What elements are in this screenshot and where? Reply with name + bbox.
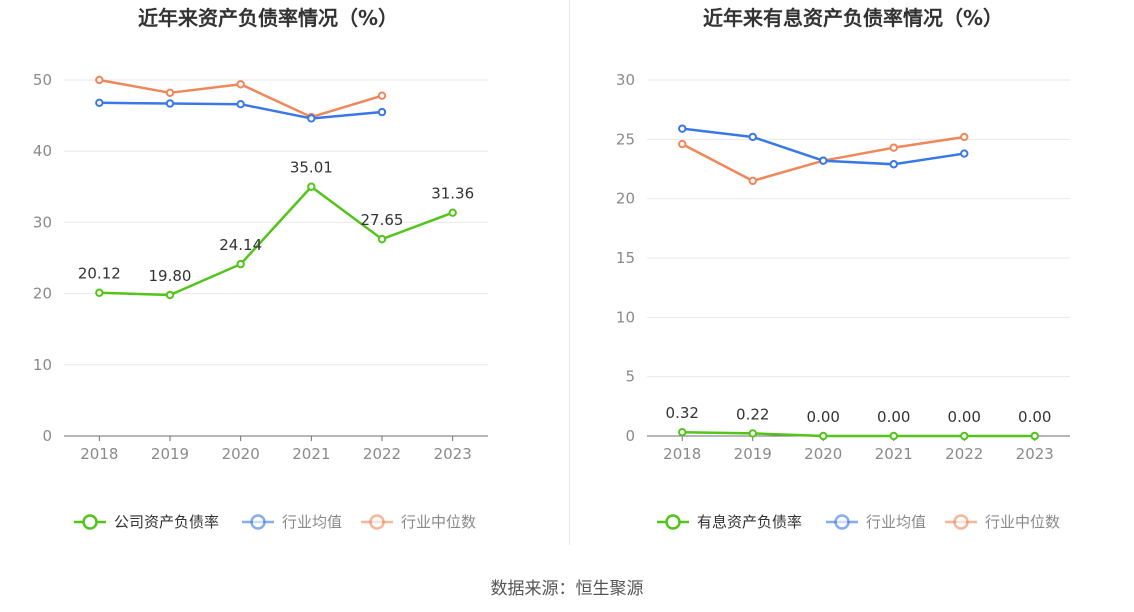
left-legend-label: 公司资产负债率 <box>114 513 219 531</box>
right-series-1-point[interactable] <box>748 132 757 142</box>
right-y-tick-label: 0 <box>625 427 635 445</box>
left-y-tick-label: 30 <box>33 213 52 231</box>
left-series-2-point[interactable] <box>236 80 245 89</box>
right-legend-item-2[interactable]: 行业中位数 <box>945 513 1060 531</box>
right-series-1-point[interactable] <box>889 160 898 169</box>
left-legend-label: 行业中位数 <box>401 513 476 531</box>
right-series-0-point[interactable] <box>678 428 687 437</box>
right-x-tick-label: 2019 <box>734 445 772 463</box>
left-series-0-point[interactable] <box>236 259 245 269</box>
right-series-0-point[interactable] <box>960 431 969 441</box>
left-series-0-point[interactable] <box>377 234 387 244</box>
right-legend-label: 行业中位数 <box>985 513 1060 531</box>
right-data-label: 0.22 <box>736 405 769 423</box>
right-series-line-0 <box>682 430 1035 438</box>
panel-divider <box>569 0 570 545</box>
right-y-tick-label: 25 <box>616 130 635 148</box>
left-data-label: 19.80 <box>149 267 192 285</box>
right-series-1-point[interactable] <box>819 156 828 165</box>
chart-left-svg: 近年来资产负债率情况（%） 0 10 20 30 40 50 2018 2019 2020 2021… <box>33 6 488 531</box>
left-series-2-point[interactable] <box>95 75 104 85</box>
right-series-0-point[interactable] <box>889 431 898 441</box>
right-series-2-point[interactable] <box>748 176 757 186</box>
right-data-label: 0.00 <box>877 408 910 426</box>
right-y-tick-label: 5 <box>625 368 635 386</box>
left-legend-item-2[interactable]: 行业中位数 <box>361 513 476 531</box>
right-data-label: 0.00 <box>807 408 840 426</box>
left-data-label: 24.14 <box>219 236 262 254</box>
left-data-label: 27.65 <box>361 211 404 229</box>
left-series-1-point[interactable] <box>377 107 387 117</box>
left-series-1-point[interactable] <box>95 98 104 107</box>
chart-left: 近年来资产负债率情况（%） 0 10 20 30 40 50 2018 2019 2020 2021… <box>0 0 567 560</box>
left-series-1-point[interactable] <box>307 114 316 123</box>
data-source-note: 数据来源：恒生聚源 <box>490 579 644 599</box>
right-legend-label: 有息资产负债率 <box>697 513 802 531</box>
left-x-tick-label: 2020 <box>222 445 260 463</box>
right-legend-item-1[interactable]: 行业均值 <box>826 513 926 531</box>
right-data-label: 0.32 <box>666 404 699 422</box>
left-x-tick-label: 2022 <box>363 445 401 463</box>
chart-right-svg: 近年来有息资产负债率情况（%） 0 5 10 15 20 25 30 2018 2019 2020 2… <box>616 6 1070 531</box>
left-series-0-point[interactable] <box>95 288 104 297</box>
right-x-tick-label: 2023 <box>1016 445 1054 463</box>
left-data-label: 20.12 <box>78 265 121 283</box>
right-y-tick-label: 20 <box>616 190 635 208</box>
left-series-1-point[interactable] <box>236 100 245 109</box>
left-data-label: 35.01 <box>290 159 333 177</box>
left-y-tick-label: 20 <box>33 285 52 303</box>
right-chart-title: 近年来有息资产负债率情况（%） <box>703 6 1003 30</box>
left-y-tick-label: 10 <box>33 356 52 374</box>
right-series-2-point[interactable] <box>960 132 969 142</box>
right-series-0-point[interactable] <box>819 431 828 441</box>
left-legend-label: 行业均值 <box>282 513 342 531</box>
right-series-1-point[interactable] <box>678 124 687 133</box>
left-series-0-point[interactable] <box>307 182 316 191</box>
left-data-label: 31.36 <box>431 185 474 203</box>
right-series-2-point[interactable] <box>889 143 898 152</box>
left-legend-marker <box>250 514 266 530</box>
left-x-tick-label: 2019 <box>151 445 189 463</box>
left-series-1-point[interactable] <box>165 99 175 108</box>
right-data-label: 0.00 <box>948 408 981 426</box>
left-legend-item-1[interactable]: 行业均值 <box>242 513 342 531</box>
right-y-tick-label: 10 <box>616 308 635 326</box>
right-y-tick-label: 15 <box>616 249 635 267</box>
left-legend-marker <box>82 514 98 530</box>
left-y-tick-label: 0 <box>42 427 52 445</box>
left-x-tick-label: 2018 <box>80 445 118 463</box>
right-series-2-point[interactable] <box>678 139 687 149</box>
right-series-0-point[interactable] <box>1030 431 1039 441</box>
left-series-0-point[interactable] <box>448 208 457 217</box>
left-x-tick-label: 2021 <box>292 445 330 463</box>
right-x-tick-label: 2020 <box>804 445 842 463</box>
right-x-tick-label: 2022 <box>945 445 983 463</box>
right-legend-marker <box>953 514 969 530</box>
right-y-tick-label: 30 <box>616 71 635 89</box>
left-x-tick-label: 2023 <box>434 445 472 463</box>
right-series-1-point[interactable] <box>960 149 969 158</box>
left-y-tick-label: 50 <box>33 71 52 89</box>
right-legend-label: 行业均值 <box>866 513 926 531</box>
right-legend-item-0[interactable]: 有息资产负债率 <box>657 513 802 531</box>
right-legend-marker <box>834 514 850 530</box>
left-series-line-0 <box>99 185 454 297</box>
left-chart-title: 近年来资产负债率情况（%） <box>138 6 398 30</box>
right-series-0-point[interactable] <box>748 429 757 438</box>
left-y-tick-label: 40 <box>33 142 52 160</box>
left-series-0-point[interactable] <box>165 290 175 300</box>
left-series-2-point[interactable] <box>377 91 387 100</box>
left-series-2-point[interactable] <box>165 88 175 98</box>
right-x-tick-label: 2021 <box>875 445 913 463</box>
left-legend-marker <box>369 514 385 530</box>
left-legend-item-0[interactable]: 公司资产负债率 <box>74 513 219 531</box>
right-x-tick-label: 2018 <box>663 445 701 463</box>
right-legend-marker <box>665 514 681 530</box>
chart-right: 近年来有息资产负债率情况（%） 0 5 10 15 20 25 30 2018 2019 2020 2… <box>567 0 1134 560</box>
right-data-label: 0.00 <box>1018 408 1051 426</box>
